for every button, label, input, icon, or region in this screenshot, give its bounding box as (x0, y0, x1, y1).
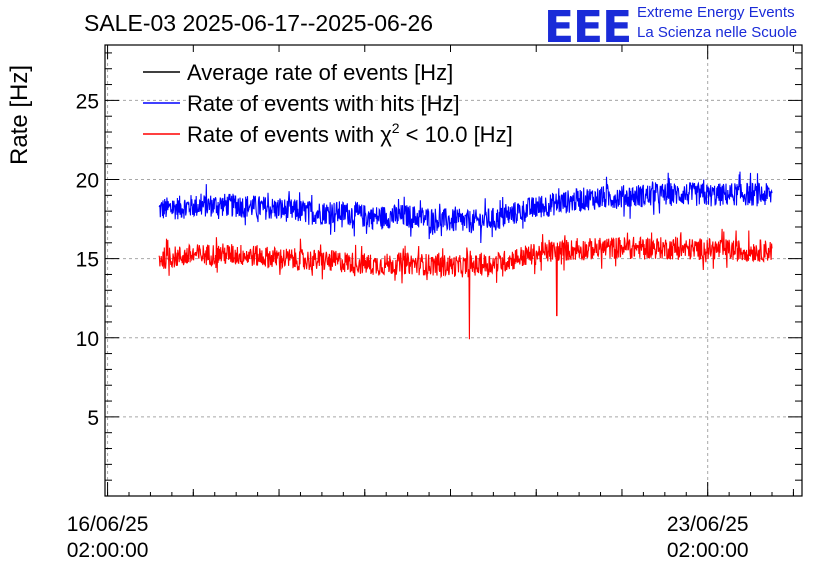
series-layer (158, 171, 773, 340)
legend-label-1: Rate of events with hits [Hz] (187, 91, 460, 116)
logo-line-1: Extreme Energy Events (637, 4, 795, 21)
chart-title: SALE-03 2025-06-17--2025-06-26 (84, 10, 434, 36)
y-tick-label: 15 (76, 249, 99, 272)
logo-line-2: La Scienza nelle Scuole (637, 24, 798, 41)
x-tick-label-time: 02:00:00 (67, 539, 149, 562)
y-axis-label: Rate [Hz] (6, 65, 33, 165)
axis-layer: 5 10 15 20 25 16/06/25 02:00:00 23/06/25 02:00:0… (6, 44, 803, 562)
y-tick-label: 20 (76, 170, 99, 193)
x-tick-label-time: 02:00:00 (667, 539, 749, 562)
y-tick-label: 10 (76, 328, 99, 351)
x-tick-label-date: 23/06/25 (667, 513, 749, 536)
legend-label-2: Rate of events with χ2 < 10.0 [Hz] (187, 120, 513, 147)
y-tick-label: 5 (87, 407, 99, 430)
x-tick-label-date: 16/06/25 (67, 513, 149, 536)
legend-label-0: Average rate of events [Hz] (187, 60, 453, 85)
legend: Average rate of events [Hz] Rate of event… (143, 60, 513, 147)
y-tick-label: 25 (76, 90, 99, 113)
plot-frame (104, 44, 803, 497)
series-line-2 (158, 228, 773, 340)
series-line-1 (158, 171, 773, 244)
